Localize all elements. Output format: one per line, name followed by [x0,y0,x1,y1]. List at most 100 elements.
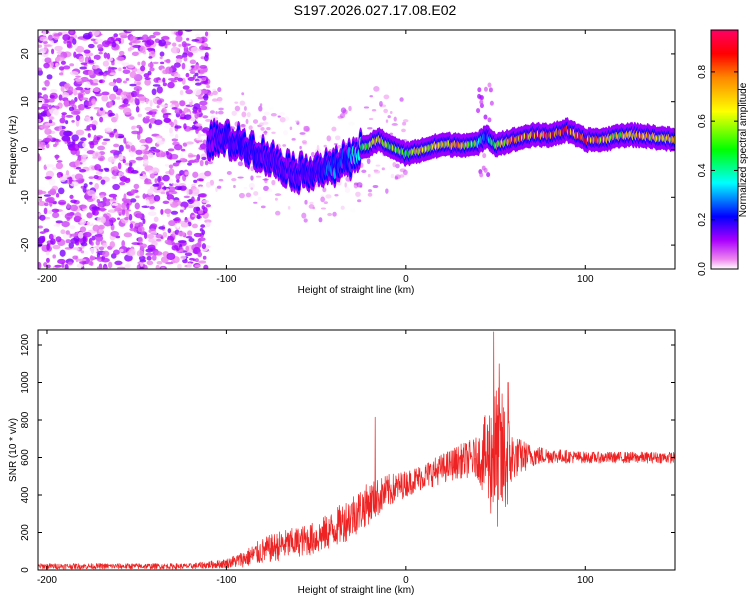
noise-speck [151,254,157,261]
noise-speck [204,219,212,224]
noise-speck [89,181,93,185]
noise-speck [121,240,126,248]
noise-speck [113,33,119,38]
transition-speck [260,127,265,131]
noise-speck [104,127,113,133]
noise-speck [55,193,60,198]
noise-speck [205,204,212,208]
noise-speck [46,111,50,116]
noise-speck [69,194,74,200]
noise-speck [180,201,189,209]
noise-speck [69,225,76,230]
transition-speck [239,100,246,106]
noise-speck [80,62,88,65]
noise-speck [199,159,204,167]
noise-speck [82,142,87,148]
noise-speck [123,193,127,201]
noise-speck [169,178,174,185]
noise-speck [203,264,209,269]
noise-speck [99,116,104,123]
noise-speck [75,129,85,136]
noise-speck [98,51,103,55]
noise-speck [125,144,131,150]
transition-speck [250,175,254,181]
noise-speck [57,32,63,36]
noise-speck [100,179,106,185]
noise-speck [76,263,84,269]
noise-speck [39,196,43,202]
noise-speck [112,205,116,209]
noise-speck [75,78,82,82]
noise-speck [116,266,126,269]
snr-y-tick-label: 600 [20,449,31,466]
transition-speck [243,106,247,111]
transition-speck [383,94,390,100]
transition-speck [325,194,332,199]
noise-speck [59,117,66,124]
noise-speck [187,204,194,209]
noise-speck [201,156,207,161]
noise-speck [88,59,94,64]
noise-speck [75,114,81,122]
noise-speck [115,96,121,100]
noise-speck [161,266,165,269]
noise-speck [194,64,200,71]
transition-speck [262,115,267,121]
noise-speck [42,94,49,100]
noise-speck [77,154,82,162]
noise-speck [200,56,205,60]
noise-speck [194,72,199,77]
transition-speck [211,98,218,102]
noise-speck [41,103,50,109]
noise-speck [151,88,157,96]
noise-speck [58,66,65,71]
noise-speck [38,107,43,110]
noise-speck [183,123,187,130]
noise-speck [49,40,54,46]
spike-speck [488,87,493,93]
noise-speck [151,108,158,112]
noise-speck [196,178,204,182]
noise-speck [178,140,184,146]
noise-speck [63,130,72,137]
noise-speck [160,36,170,40]
noise-speck [199,143,207,150]
noise-speck [103,213,108,218]
noise-speck [96,199,101,203]
noise-speck [156,105,160,109]
noise-speck [167,148,175,152]
noise-speck [47,34,53,41]
noise-speck [65,239,71,244]
transition-speck [318,217,323,223]
noise-speck [138,255,146,261]
noise-speck [169,100,179,104]
noise-speck [151,167,160,174]
noise-speck [146,233,155,239]
noise-speck [87,198,94,202]
noise-speck [136,88,140,96]
noise-speck [155,264,160,269]
noise-speck [144,77,151,81]
transition-speck [368,189,373,193]
spike-speck [477,93,482,99]
transition-speck [309,201,314,205]
noise-speck [40,124,49,130]
noise-speck [111,61,115,66]
noise-speck [58,72,64,76]
noise-speck [193,103,201,110]
noise-speck [199,67,206,75]
colorbar-tick-label: 0.0 [697,262,708,276]
noise-speck [87,133,91,138]
noise-speck [149,99,153,107]
transition-speck [226,171,232,175]
spectrogram-x-ticks: -200 -100 0 100 [37,30,594,285]
snr-y-ticks: 0 200 400 600 800 1000 1200 [20,333,675,573]
snr-panel: -200 -100 0 100 0 200 400 600 800 1000 1200 Heigh… [8,329,676,596]
noise-speck [138,236,143,244]
spike-speck [483,114,488,120]
noise-speck [71,110,80,115]
noise-speck [74,173,84,181]
noise-speck [201,243,207,250]
noise-speck [73,88,78,96]
transition-speck [350,208,356,213]
